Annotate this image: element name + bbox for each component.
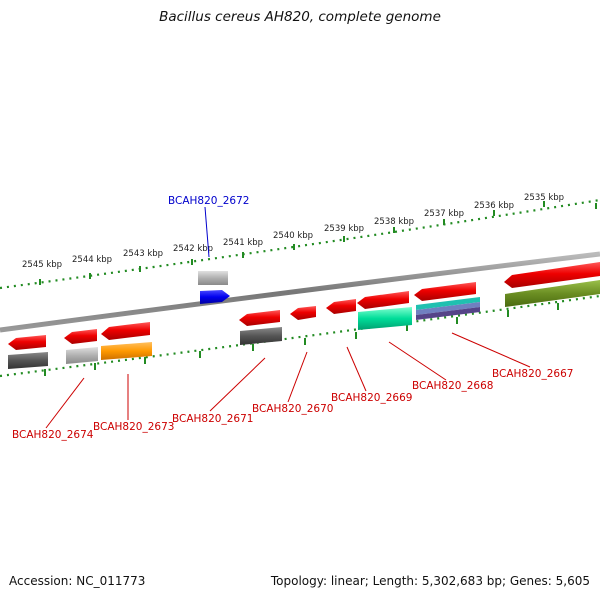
scale-label: 2542 kbp bbox=[173, 244, 213, 254]
gene-arrow[interactable] bbox=[101, 322, 150, 340]
accession-text: Accession: NC_011773 bbox=[9, 574, 146, 588]
gene-arrow[interactable] bbox=[326, 299, 356, 314]
outer-scale-track bbox=[0, 198, 600, 290]
genome-backbone bbox=[0, 251, 600, 333]
page-title: Bacillus cereus AH820, complete genome bbox=[159, 9, 441, 25]
gene-label[interactable]: BCAH820_2667 bbox=[492, 368, 573, 380]
gene-label-highlight[interactable]: BCAH820_2672 bbox=[168, 195, 249, 207]
scale-label: 2543 kbp bbox=[123, 249, 163, 259]
cog-box bbox=[198, 271, 228, 285]
scale-label: 2538 kbp bbox=[374, 217, 414, 227]
gene-arrow[interactable] bbox=[8, 335, 46, 350]
gene-arrow[interactable] bbox=[64, 329, 97, 344]
highlighted-gene-arrow[interactable] bbox=[200, 290, 230, 304]
leader-lines bbox=[45, 332, 531, 429]
scale-label: 2545 kbp bbox=[22, 260, 62, 270]
scale-label: 2535 kbp bbox=[524, 193, 564, 203]
gene-arrow[interactable] bbox=[239, 310, 280, 326]
outer-scale-ticks bbox=[39, 201, 597, 285]
scale-label: 2541 kbp bbox=[223, 238, 263, 248]
gene-label[interactable]: BCAH820_2673 bbox=[93, 421, 174, 433]
scale-label: 2544 kbp bbox=[72, 255, 112, 265]
leader-line-highlight bbox=[204, 206, 210, 258]
gene-label[interactable]: BCAH820_2669 bbox=[331, 392, 412, 404]
scale-label: 2537 kbp bbox=[424, 209, 464, 219]
gene-label[interactable]: BCAH820_2670 bbox=[252, 403, 333, 415]
genome-summary: Topology: linear; Length: 5,302,683 bp; … bbox=[270, 574, 590, 588]
gene-arrow[interactable] bbox=[414, 282, 476, 301]
inner-scale-track bbox=[0, 294, 600, 378]
forward-genes bbox=[8, 262, 600, 350]
gene-arrow[interactable] bbox=[290, 306, 316, 320]
scale-label: 2536 kbp bbox=[474, 201, 514, 211]
gene-arrow[interactable] bbox=[357, 291, 409, 309]
cog-bars bbox=[8, 280, 600, 369]
gene-label[interactable]: BCAH820_2668 bbox=[412, 380, 493, 392]
gene-label[interactable]: BCAH820_2674 bbox=[12, 429, 94, 441]
gene-label[interactable]: BCAH820_2671 bbox=[172, 413, 253, 425]
scale-label: 2540 kbp bbox=[273, 231, 313, 241]
scale-label: 2539 kbp bbox=[324, 224, 364, 234]
gene-arrow[interactable] bbox=[504, 262, 600, 288]
